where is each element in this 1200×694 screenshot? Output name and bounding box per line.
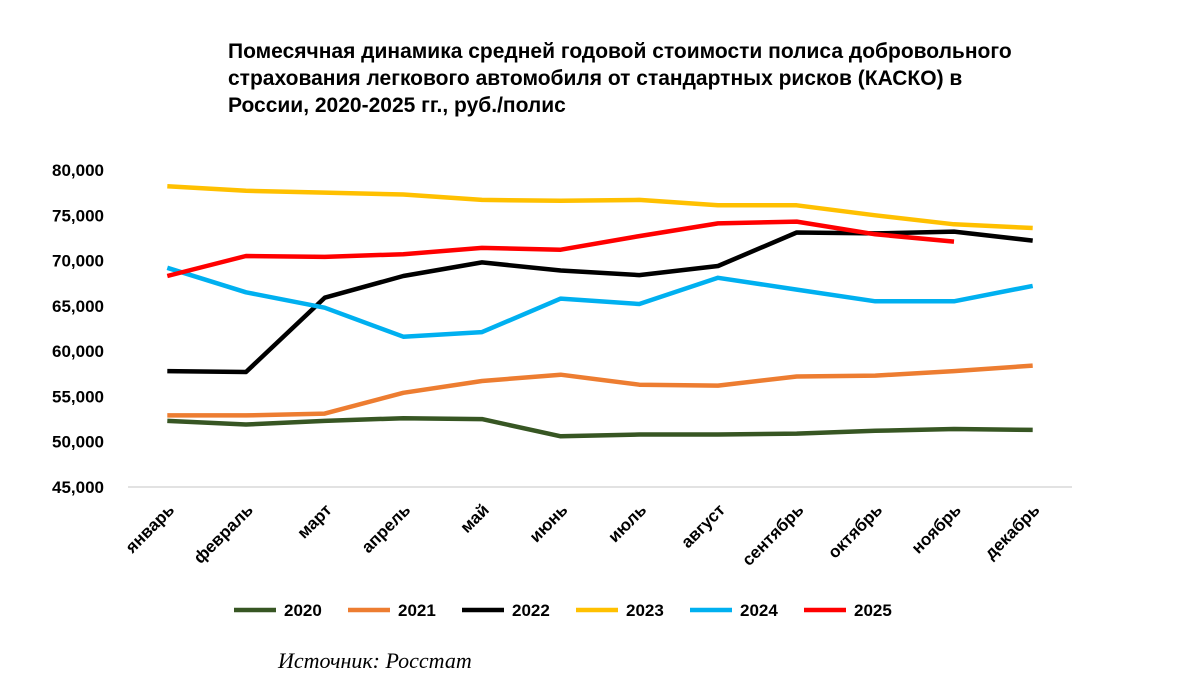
x-tick-label: декабрь: [981, 500, 1044, 563]
y-tick-label: 70,000: [52, 252, 104, 271]
x-tick-label: февраль: [190, 500, 257, 567]
x-tick-label: июль: [604, 500, 650, 546]
x-tick-label: сентябрь: [738, 500, 807, 569]
y-tick-label: 75,000: [52, 206, 104, 225]
legend-label-2021: 2021: [398, 601, 436, 620]
chart-title-line-2: страхования легкового автомобиля от стан…: [228, 67, 963, 90]
legend-label-2020: 2020: [284, 601, 322, 620]
x-tick-label: май: [457, 500, 493, 536]
x-tick-label: август: [677, 500, 728, 551]
x-axis: январь февраль март апрель май июнь июль август…: [121, 486, 1072, 570]
y-tick-label: 50,000: [52, 433, 104, 452]
legend-label-2024: 2024: [740, 601, 778, 620]
chart-title-line-1: Помесячная динамика средней годовой стои…: [228, 40, 1012, 63]
x-tick-label: март: [294, 500, 336, 542]
legend-label-2022: 2022: [512, 601, 550, 620]
x-tick-label: июнь: [526, 500, 572, 546]
x-tick-label: ноябрь: [908, 500, 965, 557]
chart-title-line-3: России, 2020-2025 гг., руб./полис: [228, 94, 566, 117]
y-tick-label: 45,000: [52, 478, 104, 497]
y-tick-label: 65,000: [52, 297, 104, 316]
series-line-2023: [167, 184, 1033, 231]
legend: 2020 2021 2022 2023 2024 2025: [234, 601, 892, 620]
y-tick-label: 60,000: [52, 342, 104, 361]
legend-label-2023: 2023: [626, 601, 664, 620]
legend-label-2025: 2025: [854, 601, 892, 620]
series-line-2025: [166, 219, 955, 279]
chart-title: Помесячная динамика средней годовой стои…: [228, 38, 1128, 119]
series-lines: [166, 184, 1034, 439]
series-line-2020: [167, 415, 1033, 439]
y-tick-label: 55,000: [52, 387, 104, 406]
series-line-2024: [166, 265, 1034, 339]
source-note: Источник: Росстат: [278, 648, 472, 673]
x-tick-label: октябрь: [824, 500, 886, 562]
y-axis: 45,000 50,000 55,000 60,000 65,000 70,000 75,0…: [52, 161, 104, 497]
x-tick-label: январь: [121, 500, 178, 557]
series-line-2022: [167, 229, 1033, 375]
series-line-2021: [167, 363, 1033, 418]
y-tick-label: 80,000: [52, 161, 104, 180]
x-tick-label: апрель: [358, 500, 414, 556]
